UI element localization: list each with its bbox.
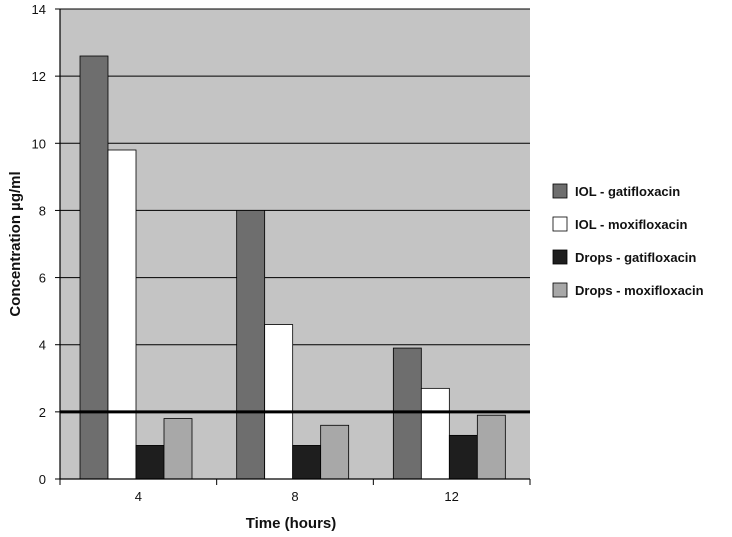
x-tick-labels: 4 8 12 — [135, 489, 459, 504]
x-tick-label: 4 — [135, 489, 142, 504]
legend-swatch — [552, 282, 568, 298]
bar — [320, 424, 350, 480]
bar — [448, 434, 478, 480]
y-tick-label: 4 — [39, 338, 46, 353]
bar — [79, 55, 109, 480]
y-tick-label: 2 — [39, 405, 46, 420]
bar — [420, 387, 450, 480]
bar — [236, 210, 266, 480]
legend-label: Drops - gatifloxacin — [575, 250, 696, 265]
bar — [264, 324, 294, 480]
legend-label: Drops - moxifloxacin — [575, 283, 704, 298]
y-tick-labels: 0 2 4 6 8 10 12 14 — [32, 2, 46, 487]
plot-area — [60, 9, 530, 479]
y-tick-label: 12 — [32, 69, 46, 84]
bar — [163, 418, 193, 480]
legend-swatch — [552, 183, 568, 199]
legend: IOL - gatifloxacin IOL - moxifloxacin Drop… — [552, 183, 704, 298]
y-tick-label: 6 — [39, 271, 46, 286]
bar — [135, 445, 165, 480]
bar — [107, 149, 137, 480]
x-axis-title: Time (hours) — [246, 515, 337, 532]
legend-label: IOL - moxifloxacin — [575, 217, 688, 232]
x-tick-label: 8 — [291, 489, 298, 504]
axes — [55, 8, 531, 485]
y-tick-label: 0 — [39, 472, 46, 487]
bar — [292, 445, 322, 480]
bar — [476, 414, 506, 480]
legend-swatch — [552, 249, 568, 265]
legend-label: IOL - gatifloxacin — [575, 184, 680, 199]
y-axis-title: Concentration µg/ml — [7, 171, 24, 316]
y-tick-label: 10 — [32, 136, 46, 151]
x-tick-label: 12 — [444, 489, 458, 504]
y-tick-label: 8 — [39, 203, 46, 218]
bar-marks — [79, 55, 506, 480]
legend-swatch — [552, 216, 568, 232]
bar — [392, 347, 422, 480]
y-tick-label: 14 — [32, 2, 46, 17]
